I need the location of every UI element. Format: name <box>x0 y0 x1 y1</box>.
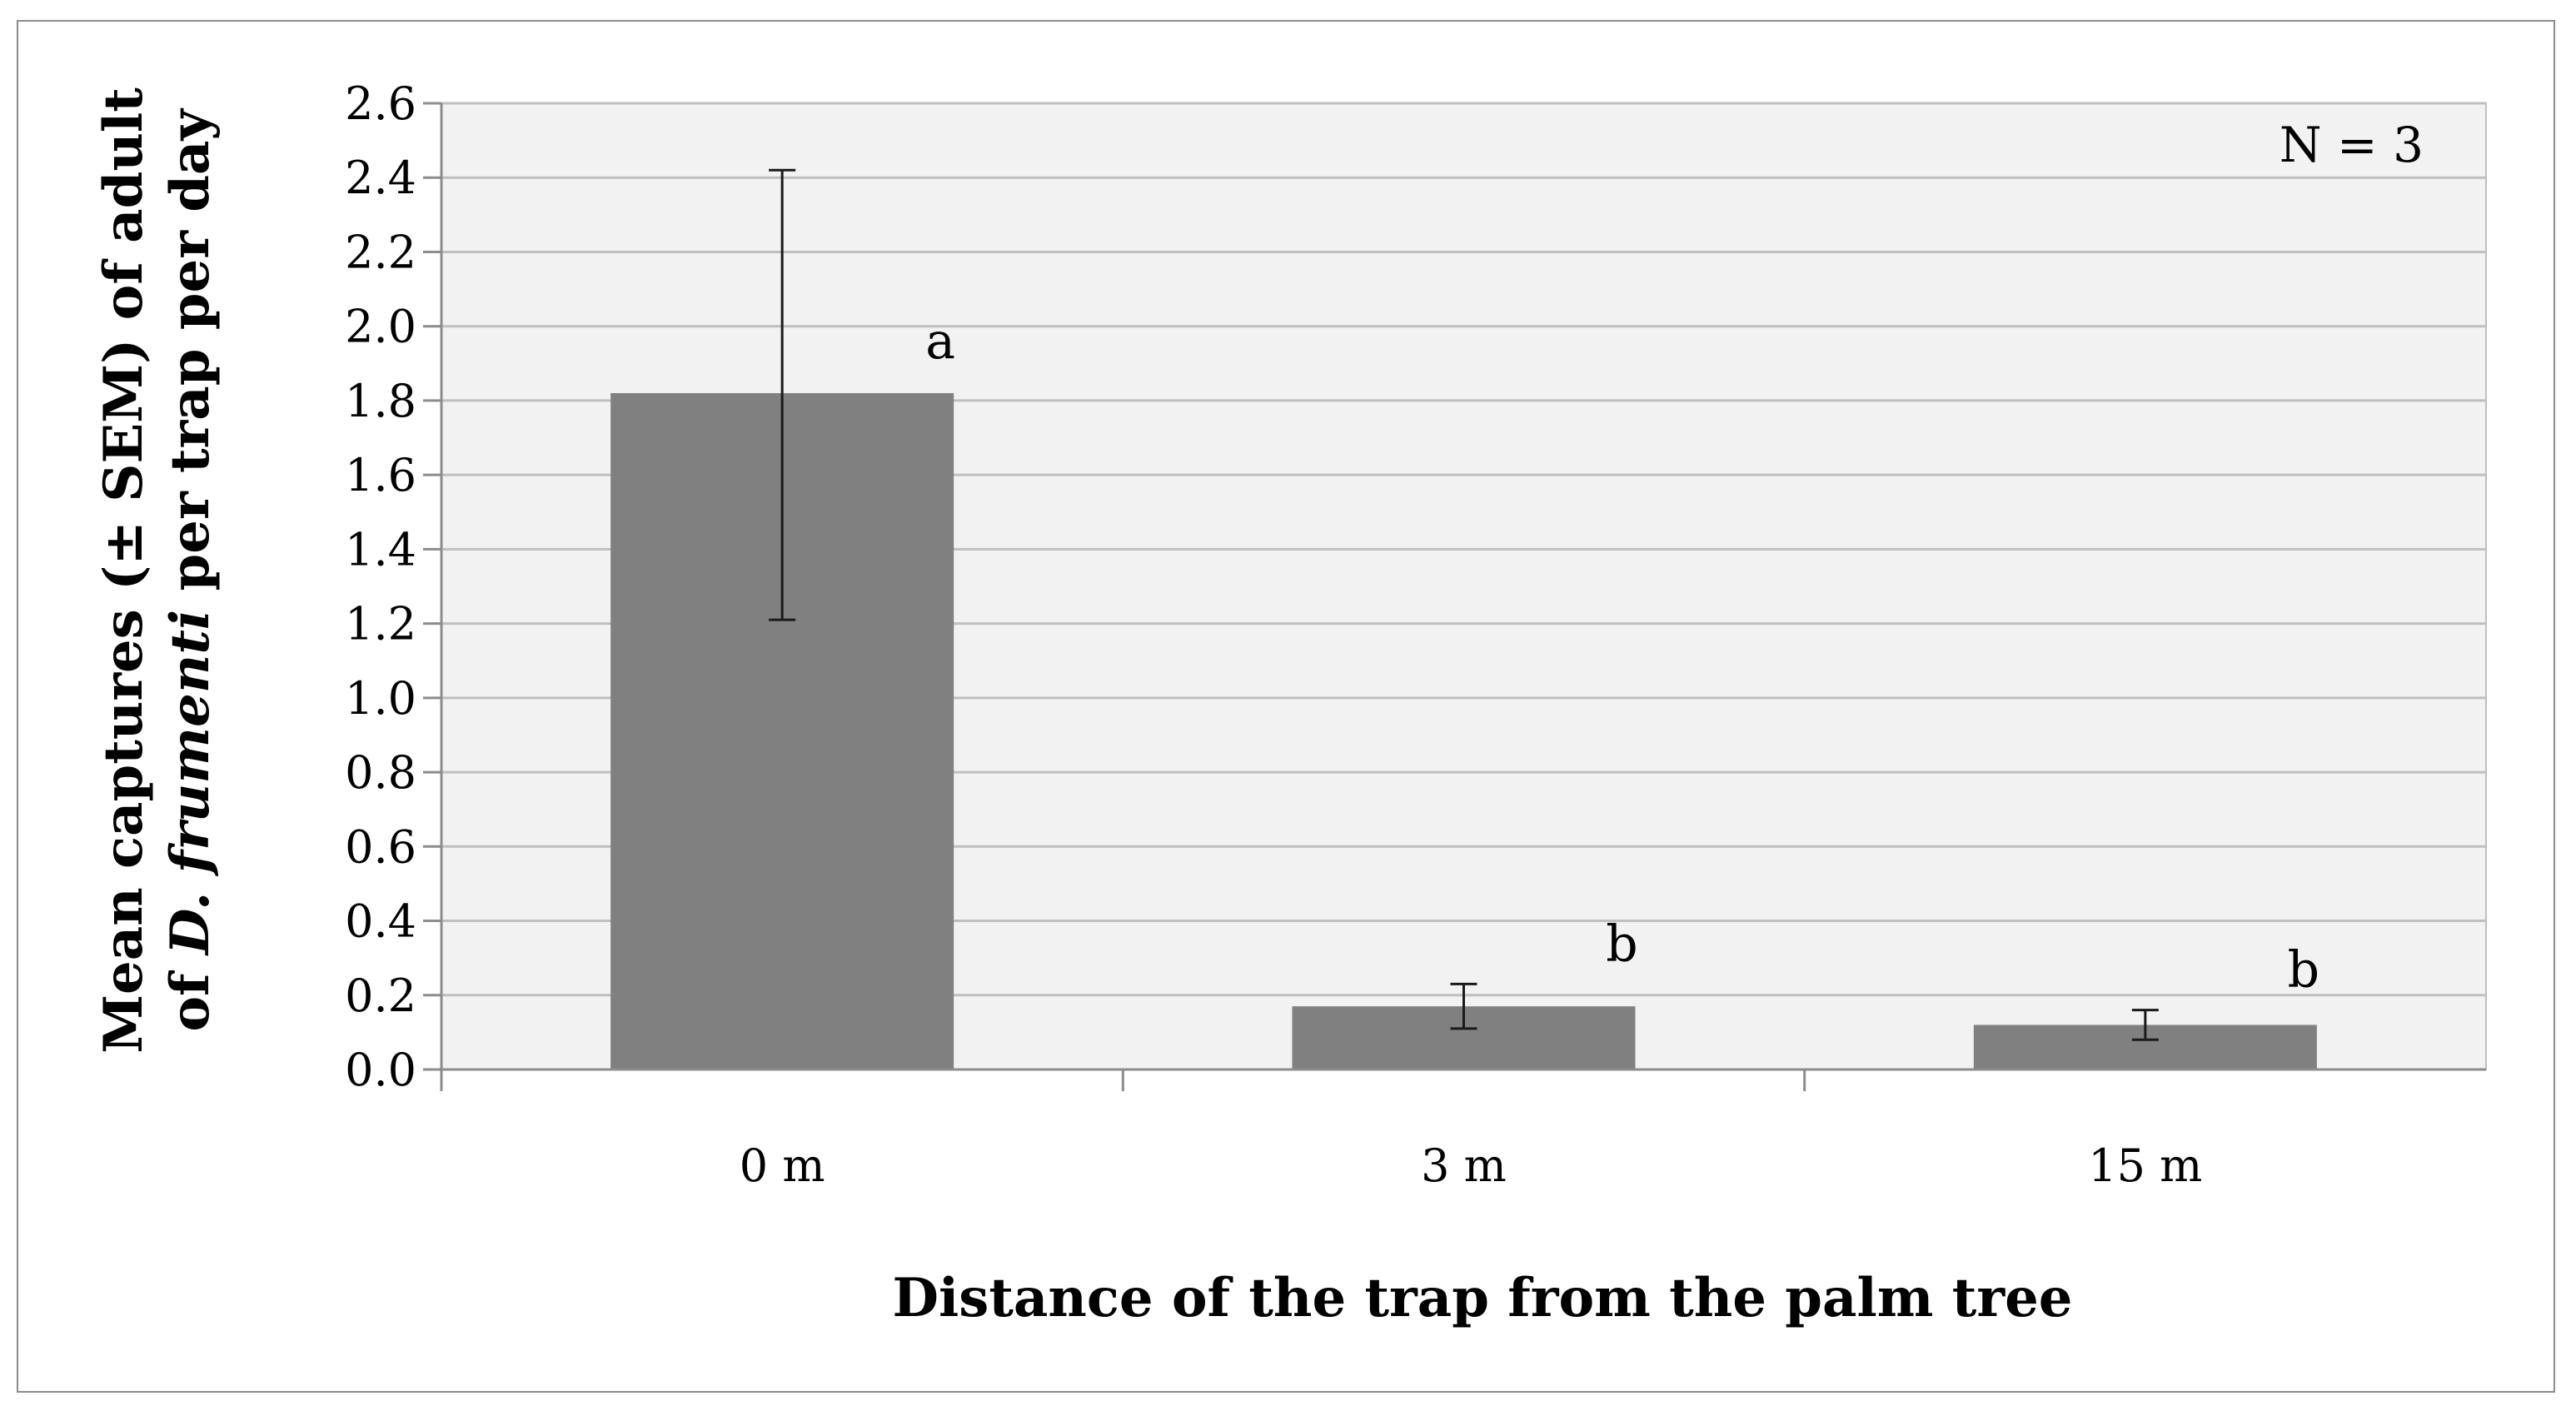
y-tick-label: 0.0 <box>345 1044 416 1096</box>
y-tick-label: 2.2 <box>345 226 416 278</box>
y-tick-label: 0.6 <box>345 820 416 873</box>
x-axis-ticks: 0 m 3 m 15 m <box>440 1069 2202 1192</box>
y-tick-label: 0.8 <box>345 746 416 799</box>
y-tick-label: 1.0 <box>345 672 416 725</box>
significance-letters: a b b <box>925 312 2319 1000</box>
x-tick-label: 0 m <box>740 1139 825 1192</box>
y-title-species: D. frumenti <box>159 610 222 956</box>
y-tick-label: 1.8 <box>345 375 416 427</box>
y-axis-title-line1: Mean captures (± SEM) of adult <box>92 87 155 1054</box>
sample-size-annotation: N = 3 <box>2280 117 2424 173</box>
significance-letter: b <box>1606 915 1637 973</box>
y-tick-label: 2.4 <box>345 152 416 204</box>
y-tick-label: 1.2 <box>345 598 416 651</box>
y-title-post: per trap per day <box>159 108 222 610</box>
axes <box>440 103 2486 1071</box>
y-axis-ticks: 0.0 0.2 0.4 0.6 0.8 1.0 1.2 1.4 1.6 1.8 2.0 2.2 2.4 2… <box>345 77 441 1096</box>
x-tick-label: 15 m <box>2088 1139 2202 1192</box>
significance-letter: a <box>925 312 955 371</box>
y-tick-label: 1.4 <box>345 523 416 576</box>
y-tick-label: 0.2 <box>345 970 416 1022</box>
y-tick-label: 2.6 <box>345 77 416 130</box>
y-axis-title-line2: of D. frumenti per trap per day <box>159 108 222 1032</box>
y-title-pre: of <box>159 955 222 1032</box>
x-tick-label: 3 m <box>1421 1139 1507 1192</box>
x-axis-title: Distance of the trap from the palm tree <box>892 1267 2072 1329</box>
y-tick-label: 2.0 <box>345 301 416 353</box>
error-bars <box>769 168 2159 1041</box>
y-tick-label: 0.4 <box>345 895 416 948</box>
significance-letter: b <box>2288 941 2319 1000</box>
y-axis-title: Mean captures (± SEM) of adult of D. fru… <box>92 87 222 1054</box>
y-tick-label: 1.6 <box>345 449 416 501</box>
